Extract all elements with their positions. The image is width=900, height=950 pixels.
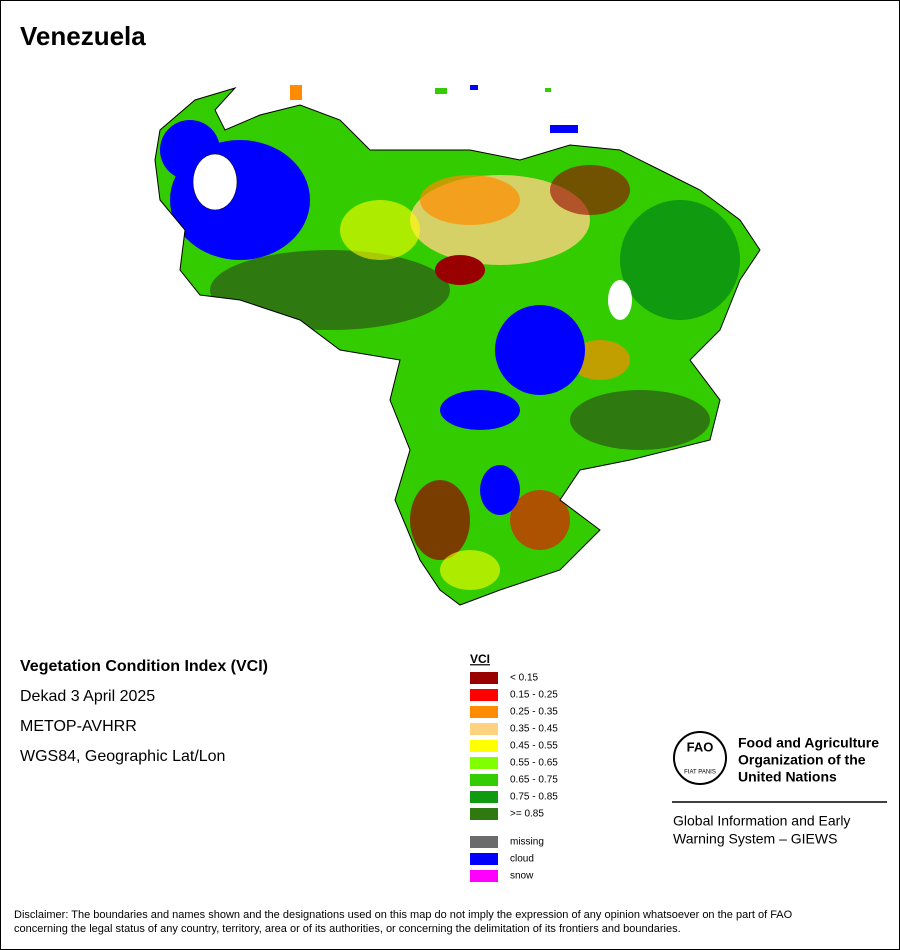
legend-swatch: [470, 706, 498, 718]
legend-title: VCI: [470, 652, 490, 666]
index-name: Vegetation Condition Index (VCI): [20, 658, 268, 675]
org-name: United Nations: [738, 769, 837, 785]
legend-label: 0.25 - 0.35: [510, 707, 558, 718]
legend-swatch: [470, 757, 498, 769]
legend-label: 0.75 - 0.85: [510, 792, 558, 803]
legend-swatch: [470, 836, 498, 848]
legend-label: cloud: [510, 854, 534, 865]
legend-swatch: [470, 870, 498, 882]
country-outline: [154, 87, 761, 606]
system-name: Global Information and Early: [673, 813, 850, 829]
legend-label: 0.65 - 0.75: [510, 775, 558, 786]
legend-swatch: [470, 808, 498, 820]
legend: < 0.15 0.15 - 0.25 0.25 - 0.35 0.35 - 0.45 0…: [470, 672, 558, 882]
org-name: Organization of the: [738, 752, 866, 768]
system-name: Warning System – GIEWS: [673, 831, 837, 847]
projection: WGS84, Geographic Lat/Lon: [20, 748, 225, 765]
org-name: Food and Agriculture: [738, 735, 879, 751]
legend-label: 0.15 - 0.25: [510, 690, 558, 701]
legend-swatch: [470, 672, 498, 684]
logo-letters: FAO: [687, 739, 714, 754]
legend-swatch: [470, 774, 498, 786]
map-title: Venezuela: [20, 21, 146, 51]
legend-label: snow: [510, 871, 534, 882]
sensor: METOP-AVHRR: [20, 718, 137, 735]
lake: [192, 153, 238, 211]
legend-label: 0.35 - 0.45: [510, 724, 558, 735]
legend-label: 0.55 - 0.65: [510, 758, 558, 769]
legend-swatch: [470, 740, 498, 752]
legend-label: missing: [510, 837, 544, 848]
period: Dekad 3 April 2025: [20, 688, 155, 705]
fao-logo: FAO FIAT PANIS: [673, 731, 727, 785]
disclaimer: concerning the legal status of any count…: [14, 923, 681, 935]
legend-swatch: [470, 853, 498, 865]
logo-motto: FIAT PANIS: [684, 770, 716, 776]
legend-swatch: [470, 791, 498, 803]
islands: [290, 85, 578, 133]
legend-swatch: [470, 689, 498, 701]
legend-label: >= 0.85: [510, 809, 544, 820]
disclaimer: Disclaimer: The boundaries and names sho…: [14, 909, 793, 921]
legend-swatch: [470, 723, 498, 735]
legend-label: 0.45 - 0.55: [510, 741, 558, 752]
legend-label: < 0.15: [510, 673, 539, 684]
